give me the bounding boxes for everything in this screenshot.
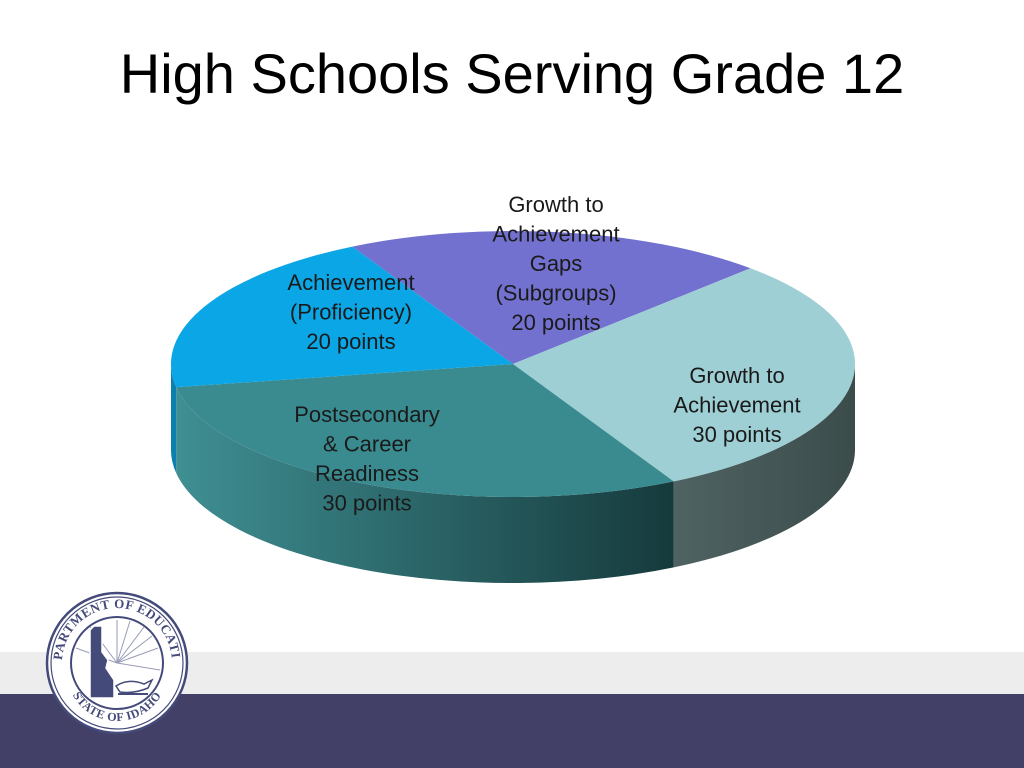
pie-slice-side-2 bbox=[673, 364, 855, 568]
pie-slice-2 bbox=[513, 268, 855, 482]
slide-title: High Schools Serving Grade 12 bbox=[119, 42, 905, 105]
pie-slice-label-line: Growth to bbox=[689, 363, 784, 388]
pie-slice-side-4 bbox=[171, 364, 177, 474]
pie-slice-label-line: (Subgroups) bbox=[495, 281, 616, 306]
pie-slice-label-line: 20 points bbox=[511, 310, 600, 335]
pie-tops bbox=[171, 231, 855, 497]
pie-slice-3 bbox=[176, 364, 674, 497]
pie-slice-label-3: Postsecondary & Career Readiness 30 points bbox=[294, 402, 440, 516]
pie-slice-label-4: Achievement (Proficiency) 20 points bbox=[287, 270, 414, 354]
pie-slice-label-line: 30 points bbox=[322, 491, 411, 516]
pie-slice-label-2: Growth to Achievement 30 points bbox=[673, 363, 800, 447]
pie-slice-side-3 bbox=[176, 387, 674, 583]
pie-slice-label-line: (Proficiency) bbox=[290, 300, 412, 325]
pie-slice-label-line: 30 points bbox=[692, 422, 781, 447]
pie-slice-label-line: & Career bbox=[323, 432, 411, 457]
idaho-state-seal-icon: DEPARTMENT OF EDUCATION STATE OF IDAHO bbox=[44, 590, 189, 735]
pie-slice-1 bbox=[352, 231, 751, 364]
pie-slice-label-line: Achievement bbox=[287, 270, 414, 295]
pie-sides bbox=[171, 364, 855, 583]
pie-slice-label-line: 20 points bbox=[306, 329, 395, 354]
pie-slice-label-line: Achievement bbox=[673, 393, 800, 418]
pie-labels: Growth to Achievement Gaps (Subgroups) 20 po… bbox=[287, 192, 800, 516]
pie-slice-label-line: Growth to bbox=[508, 192, 603, 217]
pie-chart: Growth to Achievement Gaps (Subgroups) 20 po… bbox=[171, 192, 855, 583]
pie-slice-label-1: Growth to Achievement Gaps (Subgroups) 20 po… bbox=[492, 192, 619, 335]
pie-slice-label-line: Gaps bbox=[530, 251, 583, 276]
pie-slice-4 bbox=[171, 246, 514, 388]
pie-slice-label-line: Achievement bbox=[492, 222, 619, 247]
pie-slice-label-line: Readiness bbox=[315, 461, 419, 486]
pie-slice-label-line: Postsecondary bbox=[294, 402, 440, 427]
